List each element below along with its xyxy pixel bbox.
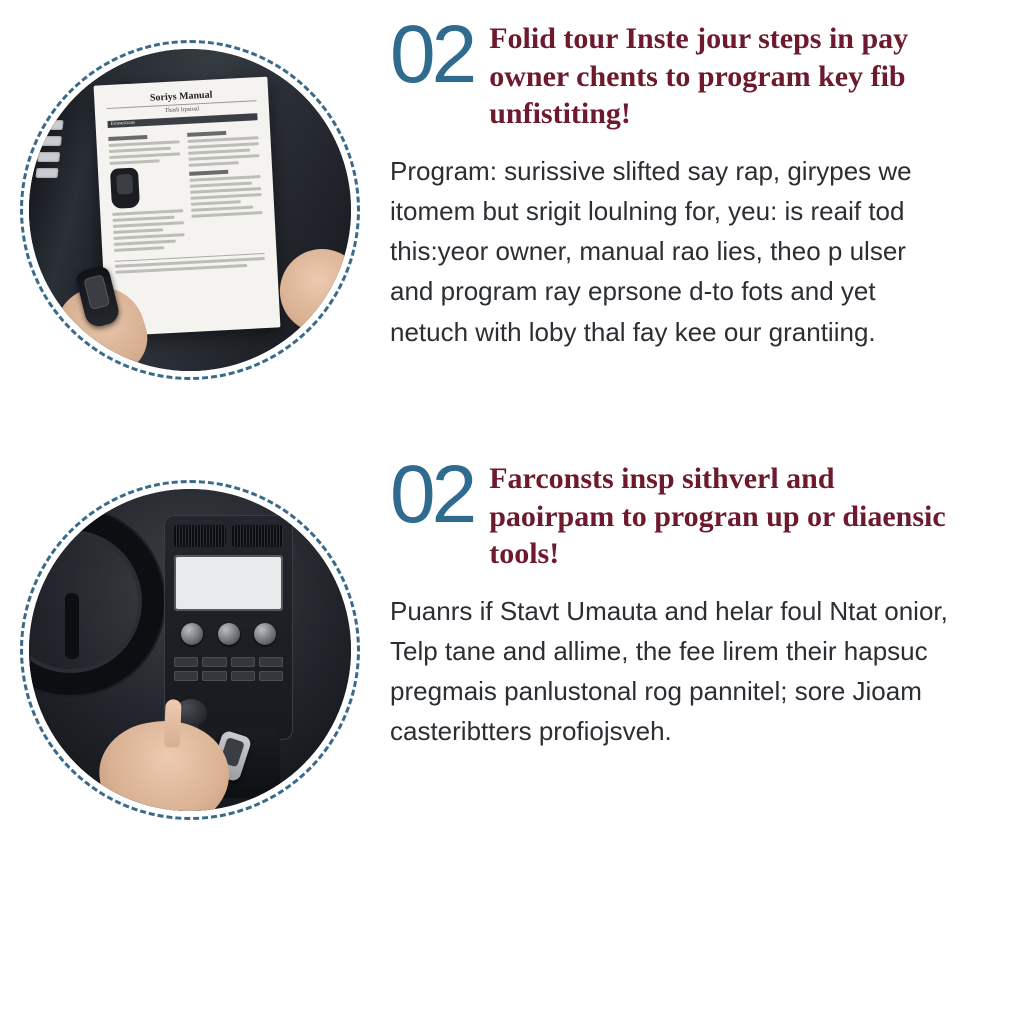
- manual-columns: [108, 124, 264, 255]
- keyfob-illustration-icon: [110, 168, 140, 209]
- air-vents: [174, 525, 283, 547]
- index-finger: [164, 699, 182, 748]
- infotainment-screen: [174, 555, 283, 611]
- step-image-circle: Soriys Manual Thash Irpstoal Errasestran…: [20, 40, 360, 380]
- step-block: Soriys Manual Thash Irpstoal Errasestran…: [20, 20, 964, 380]
- knob-icon: [181, 623, 203, 645]
- window-switches: [35, 120, 63, 178]
- scene-center-console: [29, 489, 351, 811]
- knob-icon: [218, 623, 240, 645]
- step-title: Farconsts insp sithverl and paoirpam to …: [489, 460, 964, 573]
- step-image-circle: [20, 480, 360, 820]
- button-grid: [174, 657, 283, 681]
- step-text: 02 Folid tour Inste jour steps in pay ow…: [390, 20, 964, 352]
- step-body: Program: surissive slifted say rap, giry…: [390, 151, 950, 352]
- knob-icon: [254, 623, 276, 645]
- climate-knobs: [174, 619, 283, 649]
- step-text: 02 Farconsts insp sithverl and paoirpam …: [390, 460, 964, 752]
- step-header: 02 Farconsts insp sithverl and paoirpam …: [390, 460, 964, 573]
- scene-manual-in-car: Soriys Manual Thash Irpstoal Errasestran…: [29, 49, 351, 371]
- step-title: Folid tour Inste jour steps in pay owner…: [489, 20, 964, 133]
- step-header: 02 Folid tour Inste jour steps in pay ow…: [390, 20, 964, 133]
- step-number: 02: [390, 460, 473, 530]
- step-number: 02: [390, 20, 473, 90]
- step-body: Puanrs if Stavt Umauta and helar foul Nt…: [390, 591, 950, 752]
- step-block: 02 Farconsts insp sithverl and paoirpam …: [20, 460, 964, 820]
